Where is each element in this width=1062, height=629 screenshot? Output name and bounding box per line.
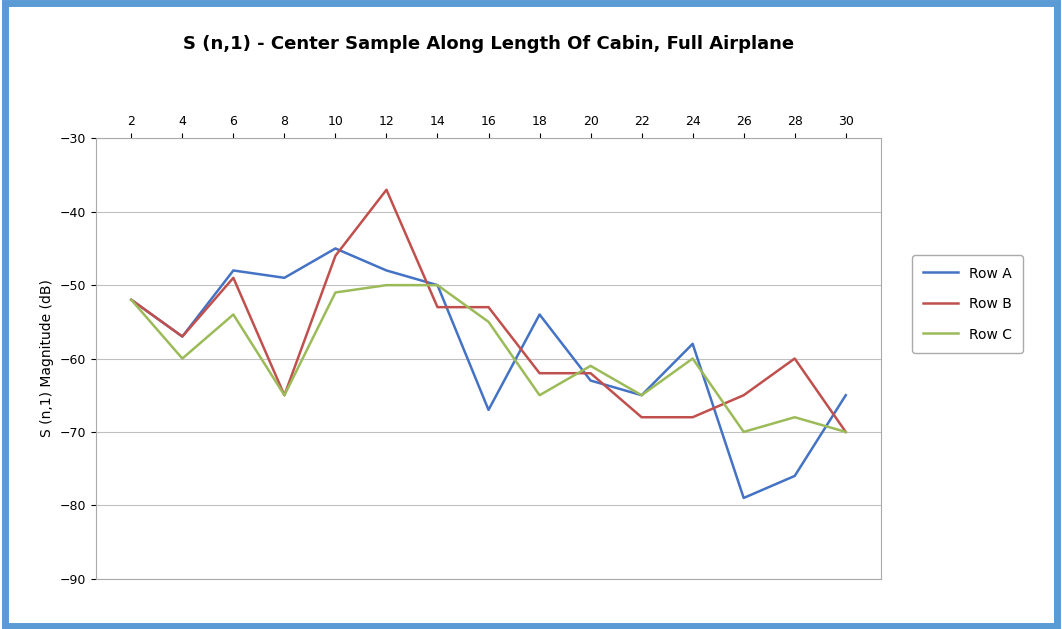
Row C — [788, 413, 801, 421]
Line: Row B: Row B — [132, 190, 845, 432]
Row B — [839, 428, 852, 436]
Row C — [533, 391, 546, 399]
Row B — [227, 274, 240, 282]
Row A — [533, 311, 546, 318]
Row A — [329, 245, 342, 252]
Row A — [176, 333, 189, 340]
Row C — [125, 296, 138, 304]
Row C — [380, 281, 393, 289]
Row B — [737, 391, 750, 399]
Y-axis label: S (n,1) Magnitude (dB): S (n,1) Magnitude (dB) — [39, 280, 54, 437]
Row A — [278, 274, 291, 282]
Row C — [227, 311, 240, 318]
Row C — [329, 289, 342, 296]
Row C — [431, 281, 444, 289]
Row A — [584, 377, 597, 384]
Row C — [839, 428, 852, 436]
Row C — [635, 391, 648, 399]
Row B — [482, 303, 495, 311]
Row A — [839, 391, 852, 399]
Text: S (n,1) - Center Sample Along Length Of Cabin, Full Airplane: S (n,1) - Center Sample Along Length Of … — [183, 35, 794, 53]
Row A — [227, 267, 240, 274]
Row B — [329, 252, 342, 260]
Line: Row C: Row C — [132, 285, 845, 432]
Row C — [278, 391, 291, 399]
Row A — [788, 472, 801, 480]
Row B — [635, 413, 648, 421]
Row A — [380, 267, 393, 274]
Row B — [584, 369, 597, 377]
Legend: Row A, Row B, Row C: Row A, Row B, Row C — [912, 255, 1023, 353]
Row A — [431, 281, 444, 289]
Row A — [125, 296, 138, 304]
Row A — [737, 494, 750, 502]
Row B — [176, 333, 189, 340]
Line: Row A: Row A — [132, 248, 845, 498]
Row C — [482, 318, 495, 326]
Row C — [584, 362, 597, 370]
Row C — [737, 428, 750, 436]
Row B — [788, 355, 801, 362]
Row B — [380, 186, 393, 194]
Row B — [686, 413, 699, 421]
Row A — [482, 406, 495, 414]
Row C — [176, 355, 189, 362]
Row B — [125, 296, 138, 304]
Row B — [278, 391, 291, 399]
Row B — [533, 369, 546, 377]
Row A — [686, 340, 699, 348]
Row C — [686, 355, 699, 362]
Row A — [635, 391, 648, 399]
Row B — [431, 303, 444, 311]
